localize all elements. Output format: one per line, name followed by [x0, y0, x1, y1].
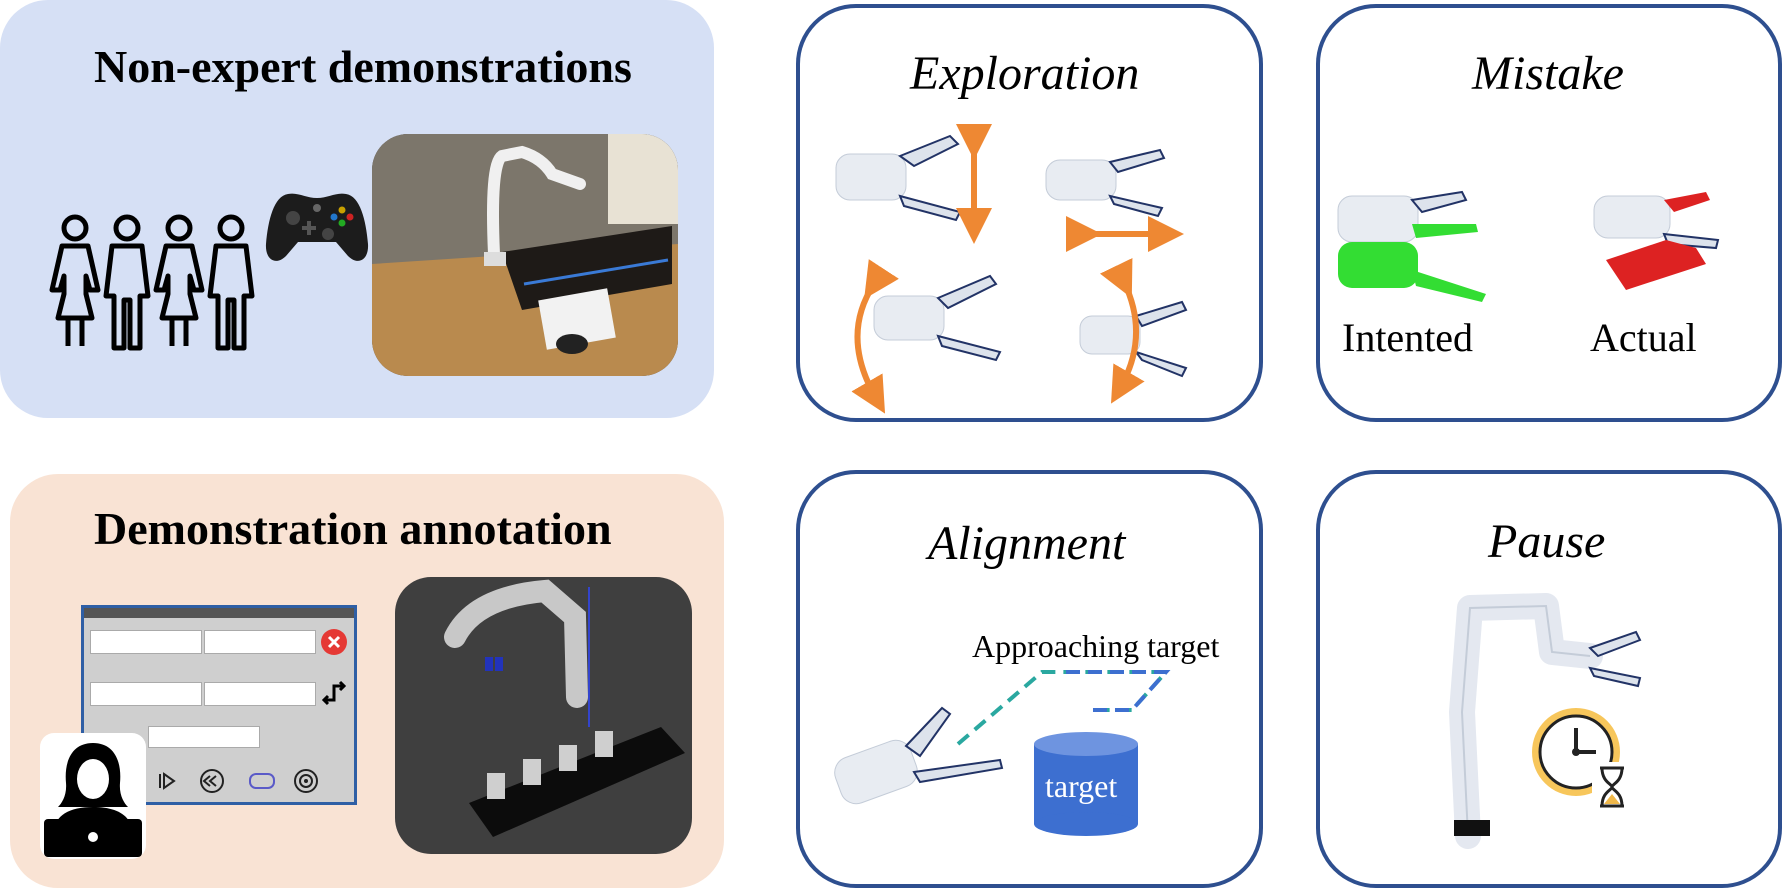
target-label: target	[1045, 768, 1118, 804]
exploration-gripper-illustrations	[835, 124, 1188, 414]
target-cylinder	[1034, 732, 1138, 836]
gui-field-1	[90, 630, 202, 654]
hourglass-icon	[1592, 762, 1632, 812]
annotation-title: Demonstration annotation	[94, 503, 612, 554]
alignment-title: Alignment	[928, 517, 1126, 570]
gui-title-bar	[84, 608, 354, 618]
gui-delete-icon	[321, 629, 347, 655]
mistake-title: Mistake	[1472, 47, 1624, 100]
robot-lab-photo	[372, 134, 678, 376]
alignment-illustration	[834, 670, 1171, 836]
people-group-icon	[49, 214, 255, 351]
intended-label: Intented	[1342, 315, 1474, 360]
gui-controls-icons	[159, 769, 318, 793]
mistake-gripper-illustrations	[1337, 190, 1720, 302]
gui-field-5	[148, 726, 260, 748]
exploration-title: Exploration	[910, 47, 1140, 100]
approaching-target-label: Approaching target	[972, 628, 1220, 664]
gui-switch-icon	[321, 680, 347, 706]
alignment-card	[796, 470, 1263, 888]
pause-title: Pause	[1488, 515, 1606, 568]
gui-field-4	[204, 682, 316, 706]
robot-gripper-icon	[835, 134, 962, 222]
pause-card	[1316, 470, 1782, 888]
person-laptop-icon	[40, 733, 146, 859]
actual-label: Actual	[1590, 315, 1697, 360]
gui-field-2	[204, 630, 316, 654]
gui-field-3	[90, 682, 202, 706]
gamepad-icon	[265, 193, 369, 261]
pause-robot-illustration	[1449, 593, 1642, 849]
simulation-view	[395, 577, 692, 854]
demonstrations-title: Non-expert demonstrations	[94, 41, 632, 92]
